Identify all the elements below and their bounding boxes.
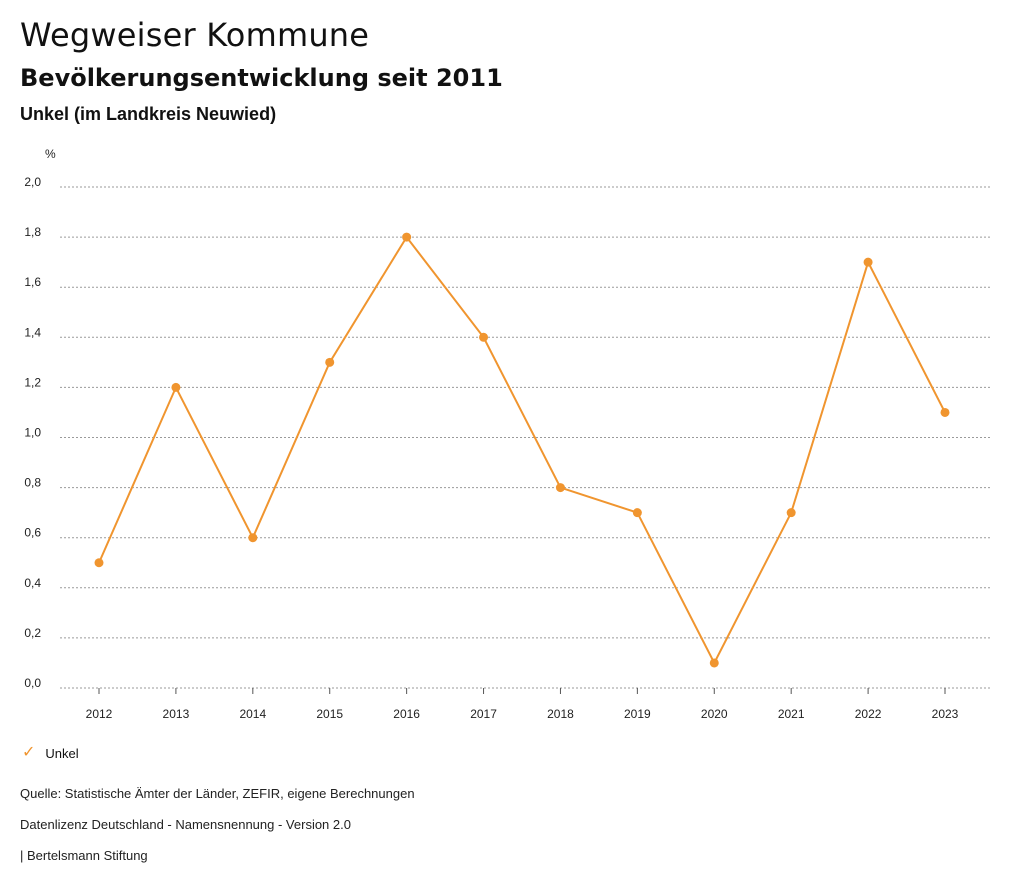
y-tick-label: 1,2: [24, 375, 41, 389]
x-tick-label: 2018: [547, 707, 574, 721]
y-tick-label: 1,6: [24, 275, 41, 289]
data-point: [94, 558, 104, 568]
x-tick-label: 2013: [163, 707, 190, 721]
y-tick-label: 0,0: [24, 676, 41, 690]
data-point: [325, 357, 335, 367]
chart-legend[interactable]: ✓ Unkel: [22, 745, 79, 761]
y-tick-label: 0,8: [24, 476, 41, 490]
data-point: [940, 407, 950, 417]
y-tick-label: 0,2: [24, 626, 41, 640]
y-tick-label: 1,8: [24, 225, 41, 239]
x-tick-label: 2017: [470, 707, 497, 721]
x-tick-label: 2014: [239, 707, 266, 721]
data-point: [248, 533, 258, 543]
y-tick-label: 1,4: [24, 325, 41, 339]
page-title: Wegweiser Kommune: [20, 16, 370, 54]
series-unkel: [94, 232, 950, 668]
series-line: [98, 235, 946, 666]
x-tick-label: 2021: [778, 707, 805, 721]
y-tick-label: 1,0: [24, 426, 41, 440]
y-tick-label: 0,6: [24, 526, 41, 540]
check-icon: ✓: [22, 744, 36, 761]
y-axis-unit: %: [45, 147, 56, 161]
data-point: [171, 382, 181, 392]
line-chart: % 0,0 0,2 0,4 0,6 0,8 1,0 1,2 1,4 1,6 1,8 2,0 2012…: [24, 147, 990, 721]
y-tick-label: 0,4: [24, 576, 41, 590]
data-point: [786, 508, 796, 518]
publisher-note: | Bertelsmann Stiftung: [20, 848, 148, 863]
x-axis-ticks: 2012 2013 2014 2015 2016 2017 2018 2019 2020 2021…: [86, 688, 959, 721]
data-point: [479, 332, 489, 342]
data-point: [863, 257, 873, 267]
data-point: [709, 658, 719, 668]
x-tick-label: 2022: [855, 707, 882, 721]
legend-label: Unkel: [45, 745, 79, 761]
region-label: Unkel (im Landkreis Neuwied): [20, 104, 277, 124]
data-point: [555, 483, 565, 493]
grid-lines: [60, 186, 990, 689]
data-point: [402, 232, 412, 242]
x-tick-label: 2019: [624, 707, 651, 721]
x-tick-label: 2012: [86, 707, 113, 721]
license-note: Datenlizenz Deutschland - Namensnennung …: [20, 817, 351, 832]
x-tick-label: 2023: [932, 707, 959, 721]
y-axis-ticks: 0,0 0,2 0,4 0,6 0,8 1,0 1,2 1,4 1,6 1,8 2,0: [24, 175, 41, 690]
source-note: Quelle: Statistische Ämter der Länder, Z…: [20, 786, 415, 801]
data-point: [632, 508, 642, 518]
x-tick-label: 2020: [701, 707, 728, 721]
x-tick-label: 2016: [393, 707, 420, 721]
x-tick-label: 2015: [316, 707, 343, 721]
chart-subtitle: Bevölkerungsentwicklung seit 2011: [20, 64, 503, 92]
y-tick-label: 2,0: [24, 175, 41, 189]
